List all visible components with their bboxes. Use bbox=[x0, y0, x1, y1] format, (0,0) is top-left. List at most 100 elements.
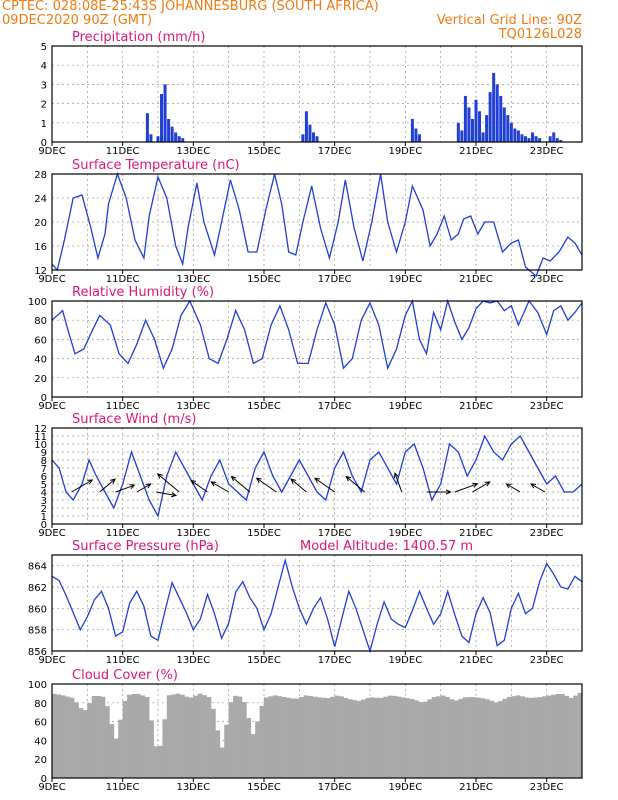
cloud-bar bbox=[82, 710, 88, 778]
y-tick-label: 3 bbox=[41, 80, 47, 91]
cloud-bar bbox=[294, 698, 300, 778]
x-tick-label: 15DEC bbox=[247, 274, 281, 285]
precip-bar bbox=[478, 111, 482, 142]
cloud-bar bbox=[383, 696, 388, 778]
x-tick-label: 21DEC bbox=[459, 655, 493, 666]
y-tick-label: 20 bbox=[34, 755, 47, 766]
cloud-bar bbox=[498, 701, 503, 778]
x-tick-label: 23DEC bbox=[530, 782, 564, 793]
cloud-bar bbox=[321, 697, 327, 778]
y-tick-label: 0 bbox=[41, 520, 47, 531]
humidity-panel: 0 20 40 60 80 100 9DEC 11DEC 13DEC 15DEC 17DEC 19DE… bbox=[28, 285, 583, 412]
run-date: 09DEC2020 90Z (GMT) bbox=[2, 13, 153, 28]
x-tick-label: 9DEC bbox=[38, 146, 65, 157]
cloud-bar bbox=[255, 721, 260, 778]
precip-bar bbox=[548, 136, 552, 142]
y-tick-label: 0 bbox=[41, 774, 47, 785]
cloud-bar bbox=[489, 700, 494, 778]
y-tick-label: 40 bbox=[34, 355, 47, 366]
x-tick-label: 11DEC bbox=[106, 401, 140, 412]
cloud-bar bbox=[211, 708, 216, 778]
wind-arrowhead bbox=[472, 482, 479, 488]
wind-arrow bbox=[394, 473, 403, 493]
y-tick-label: 7 bbox=[41, 464, 47, 475]
y-tick-label: 60 bbox=[34, 335, 47, 346]
wind-arrow bbox=[157, 473, 180, 493]
model-id: TQ0126L028 bbox=[498, 27, 582, 42]
cloud-bar bbox=[533, 697, 539, 778]
y-tick-label: 4 bbox=[41, 488, 47, 499]
cloud-bar bbox=[144, 697, 150, 778]
cloud-bar bbox=[431, 697, 437, 778]
y-tick-label: 5 bbox=[41, 42, 47, 53]
x-tick-label: 19DEC bbox=[388, 146, 422, 157]
wind-arrowhead bbox=[87, 479, 94, 485]
precip-bar bbox=[145, 113, 149, 142]
panel-frame bbox=[51, 427, 583, 525]
cloud-bar bbox=[352, 700, 358, 778]
x-tick-label: 13DEC bbox=[176, 655, 210, 666]
panel-frame bbox=[51, 45, 583, 143]
temperature-panel: 12 16 20 24 28 9DEC 11DEC 13DEC 15DEC 17DEC 19DEC 2… bbox=[34, 158, 583, 285]
x-tick-label: 11DEC bbox=[106, 655, 140, 666]
wind-arrowhead bbox=[110, 478, 116, 484]
wind-arrow bbox=[530, 483, 546, 493]
x-tick-label: 19DEC bbox=[388, 655, 422, 666]
x-tick-label: 21DEC bbox=[459, 528, 493, 539]
wind-arrow bbox=[115, 484, 135, 493]
wind-arrowhead bbox=[170, 492, 178, 498]
precip-bar bbox=[488, 92, 492, 142]
cloud-bar bbox=[87, 703, 93, 778]
x-tick-label: 9DEC bbox=[38, 274, 65, 285]
wind-arrow bbox=[345, 476, 366, 493]
cloud-bar bbox=[449, 699, 455, 778]
x-tick-label: 17DEC bbox=[318, 401, 352, 412]
cloud-bar bbox=[69, 697, 75, 778]
precip-title: Precipitation (mm/h) bbox=[72, 30, 205, 45]
precip-bar bbox=[485, 115, 489, 142]
cloud-bar bbox=[476, 697, 481, 778]
precip-bar bbox=[463, 95, 467, 142]
humidity-title: Relative Humidity (%) bbox=[72, 285, 214, 300]
cloud-bar bbox=[515, 695, 521, 778]
precip-bar bbox=[410, 118, 414, 142]
wind-arrowhead bbox=[314, 477, 321, 483]
cloud-bar bbox=[74, 702, 79, 778]
cloud-bar bbox=[423, 701, 428, 778]
cloud-bar bbox=[241, 701, 247, 778]
precip-bar bbox=[304, 111, 308, 142]
cloud-bar bbox=[414, 700, 419, 778]
cloud-bar bbox=[281, 696, 287, 778]
x-tick-label: 17DEC bbox=[318, 274, 352, 285]
y-tick-label: 10 bbox=[34, 440, 47, 451]
x-tick-label: 19DEC bbox=[388, 401, 422, 412]
cloud-bar bbox=[436, 696, 441, 778]
cloud-bar bbox=[568, 697, 574, 778]
x-tick-label: 11DEC bbox=[106, 274, 140, 285]
wind-arrow bbox=[506, 483, 521, 493]
x-tick-label: 13DEC bbox=[176, 782, 210, 793]
cloud-bar bbox=[65, 696, 70, 778]
cloud-bar bbox=[105, 706, 110, 778]
cloud-bar bbox=[317, 697, 322, 778]
pressure-title: Surface Pressure (hPa) bbox=[72, 539, 219, 554]
cloud-bar bbox=[188, 697, 194, 778]
precip-bar bbox=[559, 140, 563, 142]
precip-bar bbox=[417, 134, 421, 142]
cloud-bar bbox=[396, 696, 402, 778]
humidity-line bbox=[51, 298, 583, 371]
cloud-bar bbox=[250, 734, 256, 778]
cloud-bar bbox=[339, 696, 344, 778]
x-tick-label: 23DEC bbox=[530, 146, 564, 157]
y-tick-label: 6 bbox=[41, 472, 47, 483]
wind-arrowhead bbox=[393, 472, 399, 479]
y-tick-label: 16 bbox=[34, 242, 47, 253]
cloud-bar bbox=[109, 724, 115, 778]
panel-frame bbox=[51, 173, 583, 271]
x-tick-label: 15DEC bbox=[247, 655, 281, 666]
cloud-bar bbox=[175, 693, 181, 778]
x-tick-label: 15DEC bbox=[247, 146, 281, 157]
precip-bar bbox=[552, 132, 556, 142]
x-tick-label: 21DEC bbox=[459, 782, 493, 793]
y-tick-label: 0 bbox=[41, 393, 47, 404]
